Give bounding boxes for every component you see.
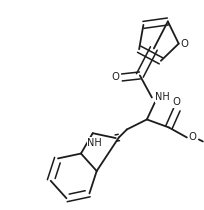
Text: O: O xyxy=(111,72,119,83)
Text: O: O xyxy=(180,39,188,49)
Text: O: O xyxy=(172,97,180,108)
Text: NH: NH xyxy=(155,92,169,102)
Text: O: O xyxy=(188,133,196,142)
Text: NH: NH xyxy=(87,138,102,148)
